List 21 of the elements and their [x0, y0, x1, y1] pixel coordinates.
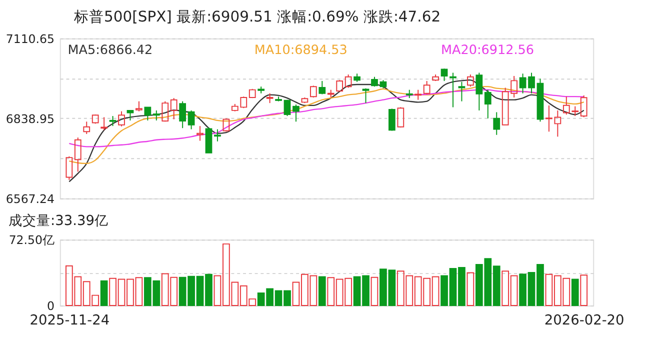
bar — [370, 276, 378, 306]
candlestick — [528, 72, 535, 94]
y-tick-label: 0 — [47, 298, 54, 313]
candlestick — [196, 126, 204, 142]
x-tick-label: 2025-11-24 — [30, 312, 110, 329]
bar — [100, 280, 108, 306]
chart-title: 标普500[SPX] 最新:6909.51 涨幅:0.69% 涨跌:47.62 — [73, 8, 441, 26]
y-tick-label: 7110.65 — [6, 32, 54, 46]
text: MA5:6866.42 — [68, 43, 153, 58]
bar — [580, 274, 588, 306]
y-tick-label: 6838.95 — [6, 112, 54, 126]
candlestick — [493, 112, 500, 136]
y-tick-label: 6567.24 — [6, 192, 54, 206]
bar — [571, 278, 579, 306]
chart-title: 成交量:33.39亿 — [8, 212, 108, 229]
y-tick-label: 72.50亿 — [8, 233, 54, 248]
x-tick-label: 2026-02-20 — [544, 312, 624, 329]
bar — [318, 276, 326, 306]
text: MA20:6912.56 — [441, 43, 534, 58]
bar — [466, 272, 474, 306]
text: MA10:6894.53 — [254, 43, 348, 58]
